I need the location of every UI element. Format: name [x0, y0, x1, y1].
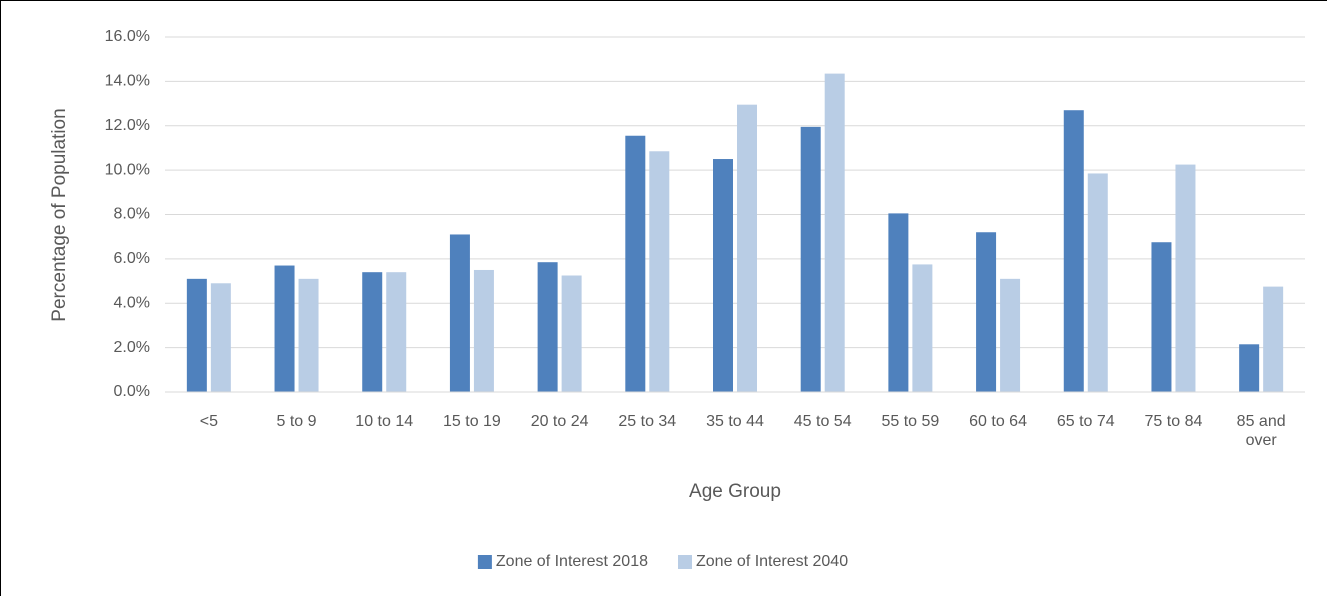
bar: [386, 272, 407, 392]
y-tick-label: 12.0%: [105, 117, 150, 134]
bar: [274, 265, 295, 392]
x-tick-label: 5 to 9: [276, 413, 317, 430]
bar: [800, 126, 821, 392]
y-tick-label: 4.0%: [114, 294, 150, 311]
bar: [1151, 242, 1172, 392]
bar: [1000, 278, 1021, 392]
y-tick-label: 16.0%: [105, 28, 150, 45]
x-tick-label: 10 to 14: [355, 413, 414, 430]
x-tick-label: 45 to 54: [793, 413, 852, 430]
y-tick-label: 8.0%: [114, 206, 150, 223]
bar: [888, 213, 909, 392]
bar: [210, 283, 231, 392]
bar: [1263, 286, 1284, 392]
bar: [1175, 164, 1196, 392]
y-tick-label: 10.0%: [105, 161, 150, 178]
x-tick-label: 20 to 24: [530, 413, 589, 430]
bar: [561, 275, 582, 392]
x-axis-title: Age Group: [689, 481, 781, 502]
x-tick-label: 75 to 84: [1144, 413, 1203, 430]
x-tick-label: 25 to 34: [618, 413, 677, 430]
y-tick-label: 2.0%: [114, 339, 150, 356]
bar: [976, 232, 997, 392]
bar: [912, 264, 933, 392]
x-tick-label: 85 and over: [1236, 413, 1286, 449]
bar: [473, 269, 494, 392]
bar: [186, 278, 207, 392]
legend-swatch: [678, 555, 692, 569]
bar: [713, 159, 733, 392]
x-tick-label: 35 to 44: [706, 413, 764, 430]
bar: [362, 272, 383, 392]
x-tick-label: <5: [199, 413, 218, 430]
bar: [298, 278, 319, 392]
bar: [1239, 344, 1260, 392]
legend-swatch: [477, 555, 492, 569]
bar: [625, 135, 646, 392]
y-tick-label: 6.0%: [114, 250, 150, 267]
bar: [649, 151, 670, 392]
legend-label: Zone of Interest 2040: [696, 553, 848, 570]
bar: [1087, 173, 1108, 392]
x-tick-label: 55 to 59: [881, 413, 940, 430]
y-tick-label: 14.0%: [105, 73, 150, 90]
y-axis-title: Percentage of Population: [49, 108, 70, 321]
bar: [537, 262, 558, 392]
bar: [1063, 110, 1084, 392]
bar: [737, 104, 757, 392]
y-tick-label: 0.0%: [114, 383, 150, 400]
bar: [449, 234, 470, 392]
x-tick-label: 15 to 19: [443, 413, 501, 430]
x-tick-label: 65 to 74: [1056, 413, 1115, 430]
x-tick-label: 60 to 64: [969, 413, 1027, 430]
bar: [824, 73, 845, 392]
legend-label: Zone of Interest 2018: [496, 553, 648, 570]
